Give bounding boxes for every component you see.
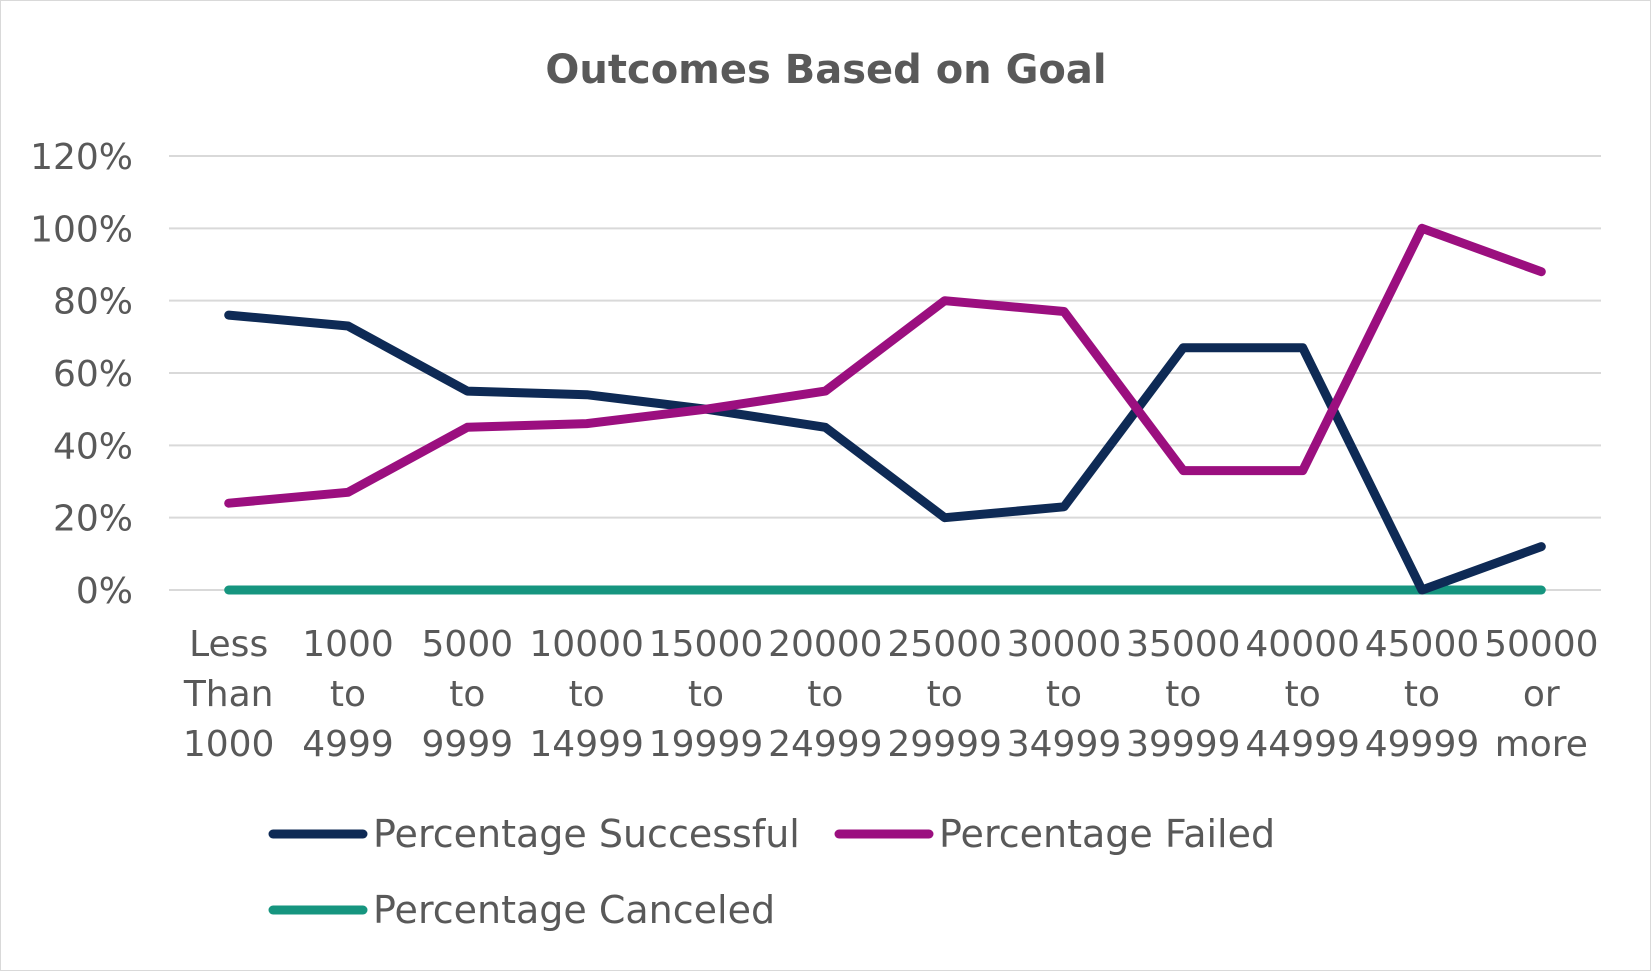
chart-title: Outcomes Based on Goal: [545, 47, 1106, 93]
y-tick-label: 120%: [30, 137, 133, 178]
legend-label-percentage-failed: Percentage Failed: [939, 812, 1275, 856]
gridlines: [169, 155, 1601, 591]
x-tick-label: 5000 to 9999: [422, 624, 514, 765]
legend-label-percentage-successful: Percentage Successful: [373, 812, 800, 856]
x-tick-label: 1000 to 4999: [302, 624, 394, 765]
y-tick-label: 80%: [53, 282, 133, 323]
legend: Percentage Successful Percentage Failed Pe…: [268, 812, 1275, 932]
y-tick-label: 20%: [53, 499, 133, 540]
x-tick-label: 35000 to 39999: [1126, 624, 1241, 765]
y-tick-label: 60%: [53, 354, 133, 395]
x-tick-label: 20000 to 24999: [768, 624, 883, 765]
x-tick-label: 40000 to 44999: [1245, 624, 1360, 765]
series-line-percentage-successful: [224, 310, 1546, 595]
x-tick-label: 25000 to 29999: [887, 624, 1002, 765]
series-line-percentage-failed: [224, 223, 1546, 508]
x-tick-label: 50000 or more: [1484, 624, 1599, 765]
x-tick-label: 15000 to 19999: [649, 624, 764, 765]
legend-label-percentage-canceled: Percentage Canceled: [373, 888, 775, 932]
y-tick-label: 0%: [76, 571, 133, 612]
y-axis-ticks: 0% 20% 40% 60% 80% 100% 120%: [30, 137, 133, 612]
x-tick-label: 10000 to 14999: [529, 624, 644, 765]
x-tick-label: 45000 to 49999: [1365, 624, 1480, 765]
x-tick-label: 30000 to 34999: [1007, 624, 1122, 765]
y-tick-label: 100%: [30, 209, 133, 250]
series-lines: [224, 223, 1546, 595]
y-tick-label: 40%: [53, 426, 133, 467]
x-tick-label: Less Than 1000: [183, 624, 275, 765]
